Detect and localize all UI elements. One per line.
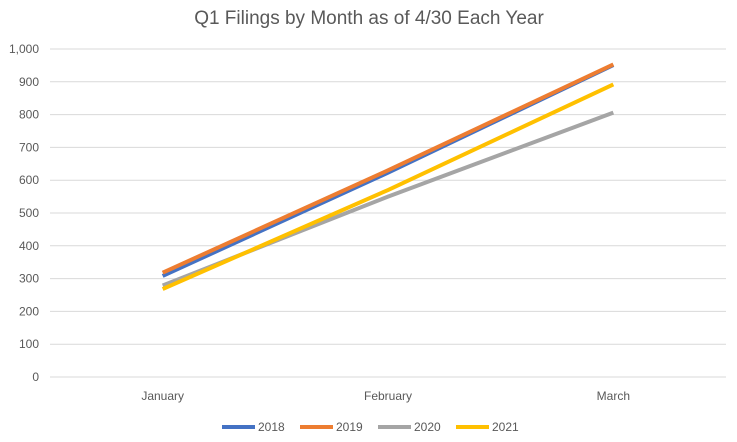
x-axis-ticks: January February March	[141, 389, 630, 403]
y-tick-label: 500	[19, 206, 39, 220]
x-tick-label: March	[597, 389, 630, 403]
y-tick-label: 300	[19, 272, 39, 286]
series-line-2021	[161, 82, 615, 291]
series-line-2019	[161, 62, 615, 275]
y-tick-label: 1,000	[9, 42, 39, 56]
series-lines	[161, 62, 615, 291]
y-tick-label: 800	[19, 108, 39, 122]
y-tick-label: 0	[32, 370, 39, 384]
legend-label: 2020	[414, 420, 441, 434]
y-tick-label: 200	[19, 304, 39, 318]
x-tick-label: January	[141, 389, 184, 403]
y-tick-label: 600	[19, 173, 39, 187]
legend: 2018 2019 2020 2021	[222, 420, 519, 434]
y-tick-label: 100	[19, 337, 39, 351]
y-tick-label: 400	[19, 239, 39, 253]
y-tick-label: 900	[19, 75, 39, 89]
legend-label: 2019	[336, 420, 363, 434]
legend-label: 2018	[258, 420, 285, 434]
chart-title: Q1 Filings by Month as of 4/30 Each Year	[194, 8, 544, 29]
gridlines	[50, 48, 726, 378]
legend-label: 2021	[492, 420, 519, 434]
y-tick-label: 700	[19, 140, 39, 154]
x-tick-label: February	[364, 389, 412, 403]
y-axis-ticks: 0 100 200 300 400 500 600 700 800 900 1,000	[9, 42, 39, 384]
